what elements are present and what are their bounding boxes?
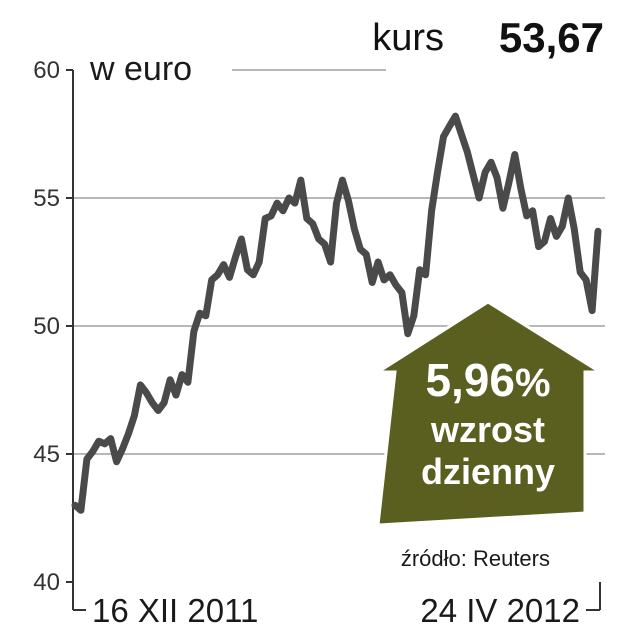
change-percent-sign: % (515, 361, 551, 405)
axes (72, 70, 601, 611)
x-label-start: 16 XII 2011 (92, 592, 258, 629)
change-line-1: wzrost (430, 409, 545, 450)
price-value: 53,67 (499, 14, 604, 61)
x-label-end: 24 IV 2012 (420, 592, 580, 629)
y-tick-label: 50 (33, 313, 60, 340)
y-tick-label: 60 (33, 57, 60, 84)
price-series-line (71, 112, 602, 514)
unit-label: w euro (89, 50, 192, 88)
change-line-2: dzienny (421, 451, 555, 492)
y-tick-label: 55 (33, 185, 60, 212)
source-label: źródło: Reuters (401, 546, 550, 571)
price-label: kurs (372, 17, 444, 59)
y-tick-label: 40 (33, 569, 60, 596)
change-value: 5,96 (425, 354, 515, 406)
daily-change-arrow: 5,96% wzrost dzienny (372, 300, 606, 527)
arrow-shape (372, 300, 606, 527)
y-tick-labels: 40 45 50 55 60 (33, 57, 60, 596)
change-percent: 5,96% (425, 354, 550, 406)
y-tick-label: 45 (33, 441, 60, 468)
